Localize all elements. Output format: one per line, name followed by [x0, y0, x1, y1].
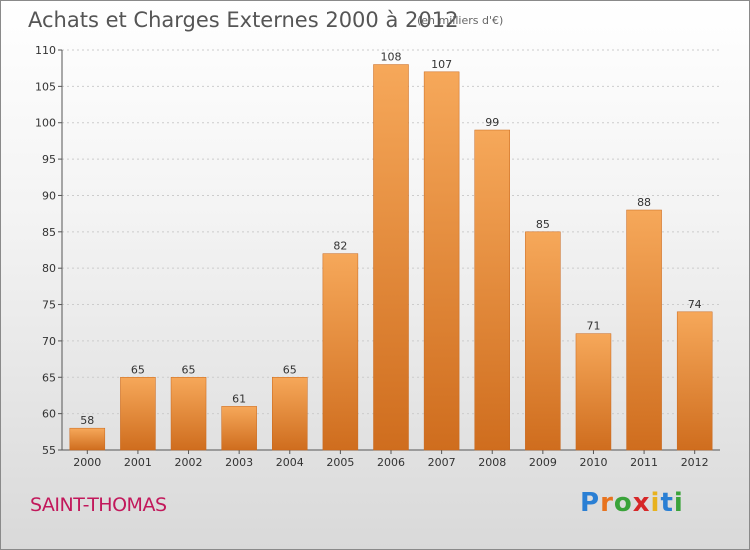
value-label-2003: 61	[232, 392, 246, 405]
value-label-2004: 65	[283, 363, 297, 376]
bar-2001	[120, 377, 156, 451]
y-tick-label: 70	[42, 335, 56, 348]
x-tick-label-2001: 2001	[124, 456, 152, 469]
x-tick-label-2011: 2011	[630, 456, 658, 469]
bar-2009	[525, 231, 561, 451]
y-tick-label: 85	[42, 226, 56, 239]
logo-letter: x	[632, 488, 651, 518]
y-tick-label: 65	[42, 371, 56, 384]
y-tick-label: 75	[42, 299, 56, 312]
bar-2007	[423, 71, 460, 451]
value-labels: 58 65 65 61 65 82 108 107 99 85 71 88 74	[80, 51, 701, 428]
logo-letter: i	[673, 488, 684, 518]
value-label-2010: 71	[586, 320, 600, 333]
y-tick-label: 90	[42, 189, 56, 202]
bar-2011	[626, 209, 662, 451]
value-label-2002: 65	[182, 363, 196, 376]
x-tick-label-2012: 2012	[681, 456, 709, 469]
bar-2010	[575, 333, 612, 451]
bars	[69, 64, 713, 451]
bar-2006	[373, 64, 409, 451]
unit-note: (en milliers d'€)	[417, 14, 503, 27]
logo-letter: P	[580, 488, 601, 518]
y-tick-label: 60	[42, 408, 56, 421]
x-tick-label-2010: 2010	[579, 456, 607, 469]
y-tick-label: 95	[42, 153, 56, 166]
y-tick-label: 105	[35, 80, 56, 93]
bar-2003	[221, 406, 257, 451]
bar-2012	[676, 311, 713, 451]
bar-2005	[322, 253, 359, 451]
value-label-2007: 107	[431, 58, 452, 71]
x-tick-label-2007: 2007	[428, 456, 456, 469]
x-tick-label-2009: 2009	[529, 456, 557, 469]
value-label-2005: 82	[333, 240, 347, 253]
y-tick-label: 110	[35, 44, 56, 57]
proxiti-logo[interactable]: Proxiti	[580, 488, 684, 518]
y-tick-label: 100	[35, 117, 56, 130]
chart-title: Achats et Charges Externes 2000 à 2012	[28, 8, 458, 32]
bar-2008	[474, 129, 510, 451]
bar-2002	[170, 377, 207, 451]
bar-2004	[272, 377, 308, 451]
value-label-2008: 99	[485, 116, 499, 129]
x-tick-label-2002: 2002	[175, 456, 203, 469]
logo-letter: t	[660, 488, 674, 518]
value-label-2001: 65	[131, 363, 145, 376]
logo-letter: r	[600, 488, 614, 518]
value-label-2011: 88	[637, 196, 651, 209]
x-tick-label-2006: 2006	[377, 456, 405, 469]
value-label-2012: 74	[688, 298, 702, 311]
x-tick-label-2004: 2004	[276, 456, 304, 469]
y-tick-label: 55	[42, 444, 56, 457]
value-label-2009: 85	[536, 218, 550, 231]
logo-letter: o	[613, 488, 633, 518]
x-tick-label-2005: 2005	[326, 456, 354, 469]
bar-2000	[69, 427, 106, 451]
value-label-2006: 108	[381, 51, 402, 64]
x-tick-label-2003: 2003	[225, 456, 253, 469]
value-label-2000: 58	[80, 414, 94, 427]
logo-letter: i	[650, 488, 661, 518]
x-tick-label-2000: 2000	[73, 456, 101, 469]
commune-name: SAINT-THOMAS	[30, 494, 167, 516]
x-tick-label-2008: 2008	[478, 456, 506, 469]
y-tick-label: 80	[42, 262, 56, 275]
